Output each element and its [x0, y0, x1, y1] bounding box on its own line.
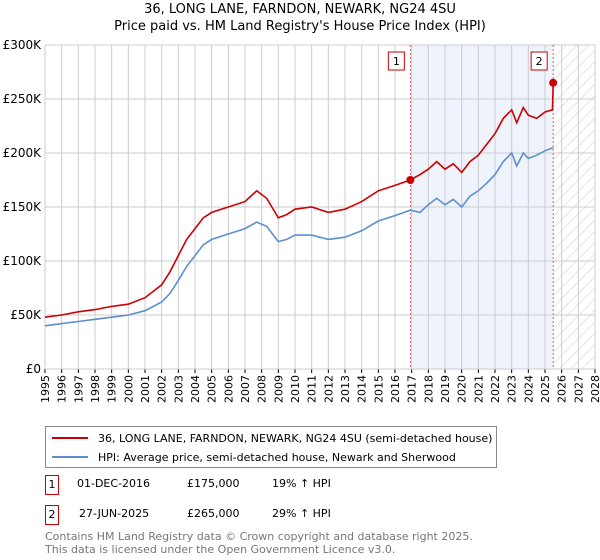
- y-tick-label: £0: [26, 362, 41, 376]
- x-tick-label: 1997: [72, 375, 85, 403]
- x-tick-label: 2026: [556, 375, 569, 403]
- x-tick-label: 1998: [89, 375, 102, 403]
- x-tick-label: 2018: [422, 375, 435, 403]
- legend: 36, LONG LANE, FARNDON, NEWARK, NG24 4SU…: [45, 426, 498, 468]
- x-tick-label: 2020: [456, 375, 469, 403]
- y-tick-label: £50K: [10, 308, 42, 322]
- transaction-date: 01-DEC-2016: [77, 477, 151, 490]
- transaction-hpi: 29% ↑ HPI: [272, 507, 331, 520]
- transaction-date: 27-JUN-2025: [79, 507, 150, 520]
- legend-item-property: 36, LONG LANE, FARNDON, NEWARK, NG24 4SU…: [52, 430, 492, 446]
- x-tick-label: 2013: [339, 375, 352, 403]
- x-tick-label: 2004: [189, 375, 202, 403]
- y-tick-label: £250K: [3, 92, 43, 106]
- footer: Contains HM Land Registry data © Crown c…: [45, 530, 473, 556]
- x-tick-label: 2012: [322, 375, 335, 403]
- x-tick-label: 2016: [389, 375, 402, 403]
- footer-line-2: This data is licensed under the Open Gov…: [45, 543, 396, 556]
- x-tick-label: 1996: [56, 375, 69, 403]
- x-tick-label: 2028: [589, 375, 600, 403]
- transaction-badge: 1: [45, 475, 59, 495]
- x-tick-label: 2017: [406, 375, 419, 403]
- chart-title: 36, LONG LANE, FARNDON, NEWARK, NG24 4SU: [144, 2, 456, 17]
- legend-swatch-blue: [52, 456, 88, 458]
- x-tick-label: 2014: [356, 375, 369, 403]
- y-tick-label: £300K: [3, 38, 43, 52]
- transaction-price: £265,000: [187, 507, 240, 520]
- x-tick-label: 2010: [289, 375, 302, 403]
- transaction-price: £175,000: [187, 477, 240, 490]
- x-tick-label: 1999: [106, 375, 119, 403]
- x-tick-label: 2021: [472, 375, 485, 403]
- x-tick-label: 2001: [139, 375, 152, 403]
- sale-point: [549, 78, 558, 87]
- price-paid-line: [44, 82, 554, 318]
- y-tick-label: £200K: [3, 146, 43, 160]
- legend-label: HPI: Average price, semi-detached house,…: [98, 450, 456, 464]
- x-tick-label: 2025: [539, 375, 552, 403]
- x-tick-label: 2011: [306, 375, 319, 403]
- footer-line-1: Contains HM Land Registry data © Crown c…: [45, 530, 473, 543]
- annotation-box: [387, 51, 405, 71]
- x-tick-label: 2002: [156, 375, 169, 403]
- x-tick-label: 2007: [239, 375, 252, 403]
- hpi-line: [44, 146, 554, 327]
- x-tick-label: 2008: [256, 375, 269, 403]
- annotation-box: [530, 51, 548, 71]
- x-tick-label: 2019: [439, 375, 452, 403]
- legend-swatch-red: [52, 437, 88, 439]
- transaction-hpi: 19% ↑ HPI: [272, 477, 331, 490]
- x-tick-label: 2024: [522, 375, 535, 403]
- x-tick-label: 2022: [489, 375, 502, 403]
- x-tick-label: 2005: [206, 375, 219, 403]
- legend-label: 36, LONG LANE, FARNDON, NEWARK, NG24 4SU…: [98, 431, 493, 445]
- x-tick-label: 1995: [39, 375, 52, 403]
- x-tick-label: 2015: [372, 375, 385, 403]
- x-tick-label: 2000: [122, 375, 135, 403]
- annotation-label: 2: [536, 55, 543, 68]
- legend-item-hpi: HPI: Average price, semi-detached house,…: [52, 449, 492, 465]
- chart-subtitle: Price paid vs. HM Land Registry's House …: [114, 19, 486, 34]
- y-tick-label: £100K: [3, 254, 43, 268]
- x-tick-label: 2023: [506, 375, 519, 403]
- annotation-label: 1: [393, 55, 400, 68]
- plot-area: 1995 1996 1997 1998 1999 2000 2001 2002 2003 2004…: [3, 38, 600, 403]
- transaction-badge: 2: [45, 505, 59, 525]
- x-tick-label: 2006: [222, 375, 235, 403]
- x-tick-label: 2009: [272, 375, 285, 403]
- sale-point: [406, 176, 415, 184]
- y-tick-label: £150K: [3, 200, 43, 214]
- x-tick-label: 2027: [572, 375, 585, 403]
- x-tick-label: 2003: [172, 375, 185, 403]
